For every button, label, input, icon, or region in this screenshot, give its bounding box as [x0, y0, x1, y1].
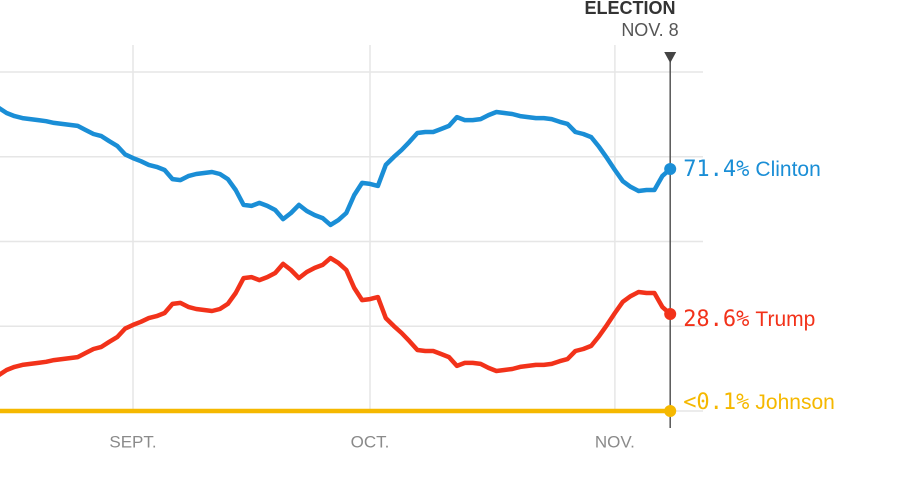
- end-label: <0.1% Johnson: [683, 390, 835, 415]
- end-value: 28.6%: [683, 307, 749, 332]
- series-line: [0, 106, 672, 228]
- end-label: 71.4% Clinton: [683, 157, 821, 182]
- x-tick-label: SEPT.: [109, 432, 156, 451]
- election-date: NOV. 8: [621, 20, 678, 40]
- election-marker: [664, 52, 677, 63]
- end-value: 71.4%: [683, 157, 749, 182]
- series-line: [0, 255, 672, 377]
- x-tick-label: OCT.: [351, 432, 390, 451]
- end-dot: [664, 162, 677, 175]
- legend-name: Johnson: [755, 391, 834, 414]
- end-value: <0.1%: [683, 390, 749, 415]
- end-dot: [664, 308, 677, 321]
- legend-name: Trump: [755, 308, 815, 331]
- end-label: 28.6% Trump: [683, 307, 815, 332]
- end-dot: [664, 405, 677, 417]
- legend-name: Clinton: [755, 158, 820, 181]
- election-title: ELECTION: [584, 0, 675, 18]
- x-tick-label: NOV.: [595, 432, 635, 451]
